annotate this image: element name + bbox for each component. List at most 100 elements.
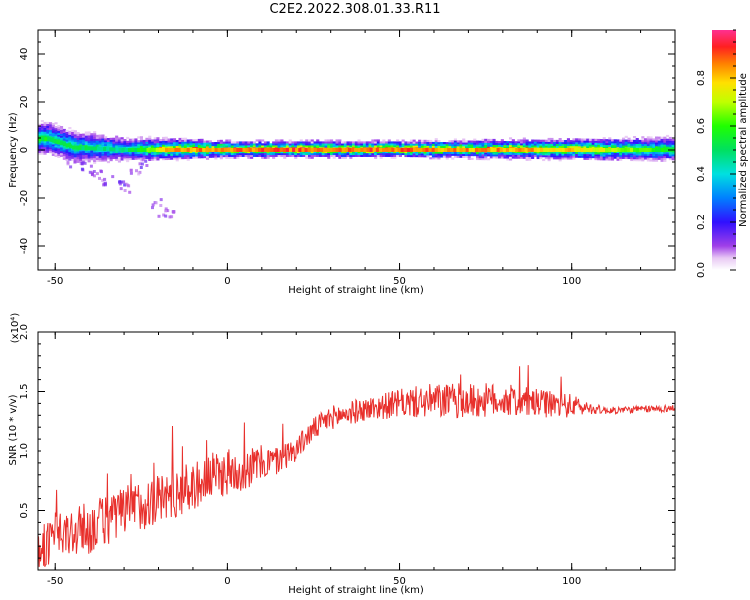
spectrogram-cell — [420, 141, 424, 144]
spectrogram-cell — [550, 141, 554, 144]
spectrogram-cell — [652, 144, 656, 147]
spectrogram-cell — [657, 155, 661, 158]
spectrogram-cell — [509, 158, 513, 161]
spectrogram-cell — [465, 144, 469, 147]
spectrogram-cell — [638, 153, 642, 156]
spectrogram-cell — [646, 155, 650, 158]
spectrogram-cell — [261, 154, 265, 157]
spectrogram-cell — [208, 151, 212, 155]
spectrogram-cell — [418, 151, 422, 154]
spectrogram-cell — [599, 154, 603, 157]
spectrogram-cell — [280, 145, 284, 148]
spectrogram-cell — [173, 153, 177, 156]
spectrogram-cell — [277, 154, 281, 157]
spectrogram-cell — [564, 143, 568, 147]
spectrogram-cell — [514, 143, 518, 146]
spectrogram-cell — [324, 141, 328, 144]
spectrogram-cell — [599, 156, 603, 159]
spectrogram-cell — [305, 156, 309, 159]
spectrogram-cell — [258, 141, 262, 144]
spectrogram-cell — [456, 151, 460, 154]
spectrogram-cell — [164, 144, 168, 147]
spectrogram-cell — [630, 151, 634, 154]
spectrogram-cell — [566, 142, 570, 145]
spectrogram-cell — [274, 141, 278, 144]
spectrogram-cell — [558, 141, 562, 145]
spectrogram-cell — [390, 145, 394, 148]
spectrogram-cell — [128, 154, 132, 157]
spectrogram-cell — [528, 154, 532, 158]
spectrogram-cell — [310, 152, 314, 156]
spectrogram-cell — [233, 151, 237, 154]
spectrogram-cell — [657, 144, 661, 147]
spectrogram-cell — [95, 140, 99, 143]
spectrogram-cell — [123, 142, 127, 145]
spectrogram-cell — [123, 158, 127, 161]
spectrogram-cell — [484, 158, 488, 161]
spectrogram-cell — [87, 156, 91, 159]
spectrogram-cell — [82, 139, 86, 142]
spectrogram-cell — [583, 138, 587, 141]
spectrogram-cell — [128, 152, 132, 155]
spectrogram-cell — [87, 135, 91, 138]
spectrogram-cell — [335, 143, 339, 146]
spectrogram-scatter-cell — [104, 183, 107, 187]
spectrogram-peak-cell — [223, 148, 228, 152]
spectrogram-cell — [153, 137, 157, 140]
spectrogram-cell — [46, 150, 50, 153]
spectrogram-cell — [73, 132, 77, 135]
spectrogram-cell — [517, 145, 521, 148]
spectrogram-cell — [572, 140, 576, 143]
spectrogram-cell — [195, 144, 199, 147]
spectrogram-cell — [299, 151, 303, 154]
spectrogram-cell — [423, 153, 427, 156]
spectrogram-cell — [484, 154, 488, 157]
spectrogram-peak-cell — [558, 148, 562, 152]
spectrogram-cell — [473, 138, 477, 141]
spectrogram-cell — [622, 143, 626, 146]
spectrogram-cell — [236, 156, 240, 159]
spectrogram-cell — [79, 156, 83, 159]
spectrogram-cell — [511, 156, 515, 159]
spectrogram-cell — [57, 128, 61, 132]
spectrogram-cell — [38, 131, 42, 134]
spectrogram-cell — [327, 156, 331, 159]
spectrogram-cell — [145, 139, 149, 142]
spectrogram-cell — [71, 135, 75, 138]
spectrogram-cell — [363, 154, 367, 157]
spectrogram-cell — [525, 145, 529, 148]
spectrogram-cell — [487, 154, 491, 157]
spectrogram-cell — [335, 152, 339, 156]
spectrogram-cell — [57, 151, 61, 155]
spectrogram-cell — [43, 145, 47, 148]
spectrogram-cell — [365, 143, 369, 146]
spectrogram-cell — [558, 143, 562, 146]
spectrogram-peak-cell — [47, 137, 51, 142]
spectrogram-cell — [522, 152, 526, 156]
spectrogram-cell — [73, 137, 77, 141]
spectrogram-peak-cell — [440, 148, 445, 152]
spectrogram-peak-cell — [90, 146, 94, 151]
spectrogram-cell — [346, 154, 350, 157]
spectrogram-cell — [178, 153, 182, 156]
spectrogram-cell — [62, 146, 66, 149]
spectrogram-cell — [533, 153, 537, 156]
spectrogram-cell — [178, 137, 182, 141]
spectrogram-cell — [247, 156, 251, 159]
spectrogram-cell — [467, 153, 471, 157]
spectrogram-cell — [338, 154, 342, 157]
spectrogram-cell — [258, 145, 262, 148]
spectrogram-cell — [360, 141, 364, 144]
spectrogram-cell — [101, 144, 105, 147]
spectrogram-cell — [43, 133, 47, 136]
spectrogram-cell — [476, 154, 480, 157]
spectrogram-cell — [181, 153, 185, 156]
spectrogram-cell — [605, 139, 609, 142]
spectrogram-cell — [426, 155, 430, 158]
spectrogram-peak-cell — [196, 148, 200, 152]
spectrogram-cell — [558, 157, 562, 160]
colorbar-tick-label: 0.8 — [696, 70, 707, 86]
spectrogram-cell — [608, 139, 612, 142]
spectrogram-cell — [241, 145, 245, 148]
